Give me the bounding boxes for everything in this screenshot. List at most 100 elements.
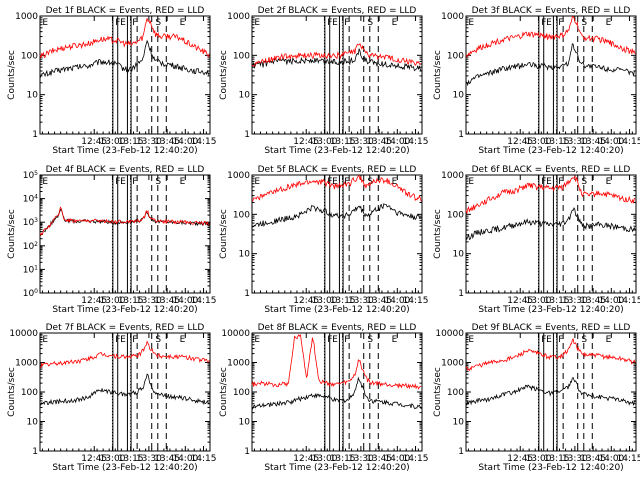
panel-det-4: Det 4f BLACK = Events, RED = LLD10010110… (7, 165, 216, 315)
x-tick-label: 14:15 (191, 454, 217, 464)
series-lld-line (39, 340, 210, 368)
y-tick-label: 1 (458, 447, 464, 457)
x-tick-label: 12:45 (81, 137, 107, 147)
x-tick-label: 13:00 (99, 296, 125, 306)
x-tick-label: 13:15 (544, 296, 570, 306)
y-tick-label: 10 (239, 250, 251, 260)
x-tick-label: 13:00 (311, 454, 337, 464)
chart-title: Det 4f BLACK = Events, RED = LLD (46, 165, 205, 175)
y-tick-label: 10 (27, 418, 39, 428)
interval-letter: F (327, 335, 332, 345)
panel-det-6: Det 6f BLACK = Events, RED = LLD 1 10 100 10… (433, 165, 640, 315)
y-axis-label: Counts/sec (219, 209, 229, 259)
y-axis-label: Counts/sec (219, 50, 229, 100)
interval-letter: S (155, 177, 161, 187)
y-tick-label: 1 (32, 130, 38, 140)
y-tick-label: 10 (453, 418, 465, 428)
chart-title: Det 1f BLACK = Events, RED = LLD (46, 6, 205, 16)
interval-letter: E (546, 335, 552, 345)
interval-letter: F (344, 18, 349, 28)
y-tick-label: 100 (233, 210, 250, 220)
x-tick-label: 12:45 (507, 454, 533, 464)
y-tick-label: 1 (244, 130, 250, 140)
interval-letter: E (392, 335, 398, 345)
interval-letter: F (132, 335, 137, 345)
series-events-line (465, 43, 636, 87)
x-tick-label: 13:15 (118, 454, 144, 464)
interval-letter: S (581, 177, 587, 187)
chart-title: Det 6f BLACK = Events, RED = LLD (472, 165, 631, 175)
y-tick-exponent: 5 (34, 170, 38, 177)
panel-det-7: Det 7f BLACK = Events, RED = LLD 1 10 100 10… (7, 323, 216, 473)
x-tick-label: 13:30 (136, 137, 162, 147)
x-tick-label: 13:00 (311, 296, 337, 306)
x-tick-label: 12:45 (507, 296, 533, 306)
x-axis-label: Start Time (23-Feb-12 12:40:20) (478, 305, 623, 315)
x-axis-label: Start Time (23-Feb-12 12:40:20) (52, 305, 197, 315)
plot-frame (39, 332, 211, 452)
y-tick-label: 100 (23, 288, 38, 299)
x-tick-label: 13:15 (330, 296, 356, 306)
y-tick-exponent: 3 (34, 217, 38, 224)
interval-letter: F (132, 18, 137, 28)
panel-det-8: Det 8f BLACK = Events, RED = LLD 1 10 100 10… (219, 323, 428, 473)
y-tick-label: 1 (458, 130, 464, 140)
x-tick-label: 13:30 (348, 137, 374, 147)
x-axis-label: Start Time (23-Feb-12 12:40:20) (478, 463, 623, 473)
y-tick-label: 1000 (227, 359, 250, 369)
interval-letter: E (546, 177, 552, 187)
x-axis-label: Start Time (23-Feb-12 12:40:20) (52, 146, 197, 156)
series-events-line (39, 39, 210, 79)
x-tick-label: 13:30 (348, 454, 374, 464)
x-tick-label: 14:15 (403, 454, 429, 464)
x-tick-label: 14:15 (617, 137, 640, 147)
y-tick-label: 100 (233, 388, 250, 398)
y-axis-label: Counts/sec (7, 50, 17, 100)
plot-frame (251, 332, 423, 452)
x-tick-label: 14:00 (384, 296, 410, 306)
panel-det-2: Det 2f BLACK = Events, RED = LLD 1 10 100 10… (219, 6, 428, 156)
x-tick-label: 13:00 (525, 454, 551, 464)
interval-letter: E (332, 335, 338, 345)
x-tick-label: 13:00 (99, 137, 125, 147)
interval-letter: F (558, 335, 563, 345)
y-tick-label: 1 (244, 289, 250, 299)
panel-det-9: Det 9f BLACK = Events, RED = LLD 1 10 100 10… (433, 323, 640, 473)
y-tick-exponent: 2 (34, 241, 38, 248)
interval-letter: E (468, 335, 474, 345)
x-tick-label: 14:00 (598, 454, 624, 464)
interval-letter: F (327, 177, 332, 187)
x-tick-label: 13:00 (311, 137, 337, 147)
interval-letter: S (367, 177, 373, 187)
series-events-line (251, 376, 422, 410)
interval-letter: E (606, 177, 612, 187)
y-axis-label: Counts/sec (7, 209, 17, 259)
y-axis-label: Counts/sec (433, 367, 443, 417)
y-tick-exponent: 0 (34, 288, 38, 295)
x-tick-label: 14:15 (617, 454, 640, 464)
y-tick-label: 10000 (9, 329, 38, 339)
x-tick-label: 13:30 (562, 454, 588, 464)
x-tick-label: 14:15 (191, 296, 217, 306)
interval-letter: E (392, 177, 398, 187)
interval-letter: E (468, 177, 474, 187)
x-axis-label: Start Time (23-Feb-12 12:40:20) (52, 463, 197, 473)
series-lld-line (39, 206, 210, 237)
x-tick-label: 13:15 (330, 454, 356, 464)
y-tick-label: 1 (244, 447, 250, 457)
interval-letter: S (581, 335, 587, 345)
series-lld-line (251, 333, 422, 390)
interval-letter: F (558, 177, 563, 187)
chart-title: Det 2f BLACK = Events, RED = LLD (258, 6, 417, 16)
y-tick-label: 100 (447, 210, 464, 220)
x-tick-label: 12:45 (293, 137, 319, 147)
interval-letter: F (132, 177, 137, 187)
series-lld-line (465, 175, 636, 214)
x-tick-label: 14:00 (384, 454, 410, 464)
y-tick-label: 105 (23, 170, 38, 181)
x-tick-label: 13:45 (154, 137, 180, 147)
panel-det-1: Det 1f BLACK = Events, RED = LLD 1 10 100 10… (7, 6, 216, 156)
x-axis-label: Start Time (23-Feb-12 12:40:20) (264, 463, 409, 473)
series-events-line (465, 376, 636, 406)
